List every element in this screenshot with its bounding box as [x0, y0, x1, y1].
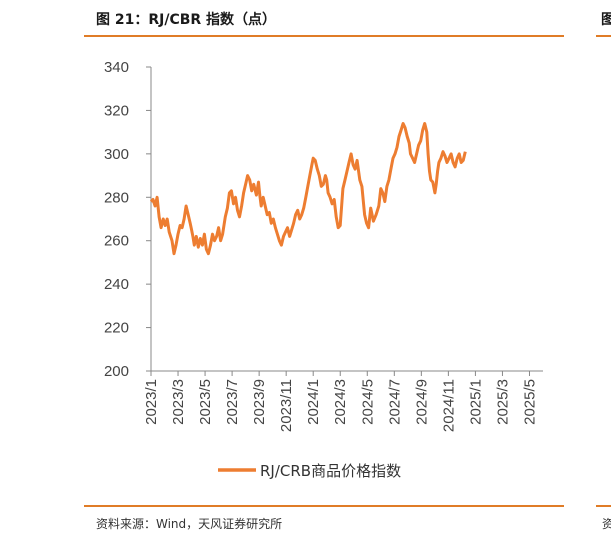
x-tick-label: 2025/3: [494, 379, 511, 425]
title-rule-next: [596, 35, 611, 37]
x-tick-label: 2024/5: [359, 379, 376, 425]
y-tick-label: 220: [104, 320, 129, 337]
x-tick-label: 2023/9: [251, 379, 268, 425]
source-rule-next: [596, 505, 611, 507]
x-tick-group: 2023/1 2023/3 2023/5 2023/7 2023/9 2023/11 202…: [143, 371, 538, 432]
x-tick-label: 2024/11: [440, 379, 457, 432]
x-tick-label: 2024/7: [386, 379, 403, 425]
y-tick-label: 280: [104, 189, 129, 206]
figure-title: 图 21：RJ/CBR 指数（点）: [96, 12, 277, 28]
source-note: 资料来源：Wind，天风证券研究所: [96, 517, 283, 531]
x-tick-label: 2023/1: [143, 379, 160, 425]
x-tick-label: 2024/3: [332, 379, 349, 425]
y-tick-group: 200 220 240 260 280 300 320 340: [104, 59, 151, 380]
x-tick-label: 2023/7: [224, 379, 241, 425]
x-tick-label: 2023/3: [170, 379, 187, 425]
x-tick-label: 2025/5: [521, 379, 538, 425]
x-tick-label: 2023/5: [197, 379, 214, 425]
y-tick-label: 240: [104, 276, 129, 293]
y-tick-label: 340: [104, 59, 129, 76]
x-tick-label: 2024/9: [413, 379, 430, 425]
title-rule: [84, 35, 564, 37]
x-tick-label: 2025/1: [467, 379, 484, 425]
next-figure-source-fragment: 资: [602, 517, 611, 531]
legend-label: RJ/CRB商品价格指数: [260, 462, 401, 480]
y-tick-label: 320: [104, 102, 129, 119]
y-tick-label: 260: [104, 233, 129, 250]
next-figure-title-fragment: 图: [601, 12, 611, 28]
legend: RJ/CRB商品价格指数: [218, 462, 401, 480]
series-line: [149, 122, 467, 256]
x-tick-label: 2024/1: [305, 379, 322, 425]
y-tick-label: 300: [104, 146, 129, 163]
source-rule: [84, 505, 564, 507]
y-tick-label: 200: [104, 363, 129, 380]
x-tick-label: 2023/11: [278, 379, 295, 432]
